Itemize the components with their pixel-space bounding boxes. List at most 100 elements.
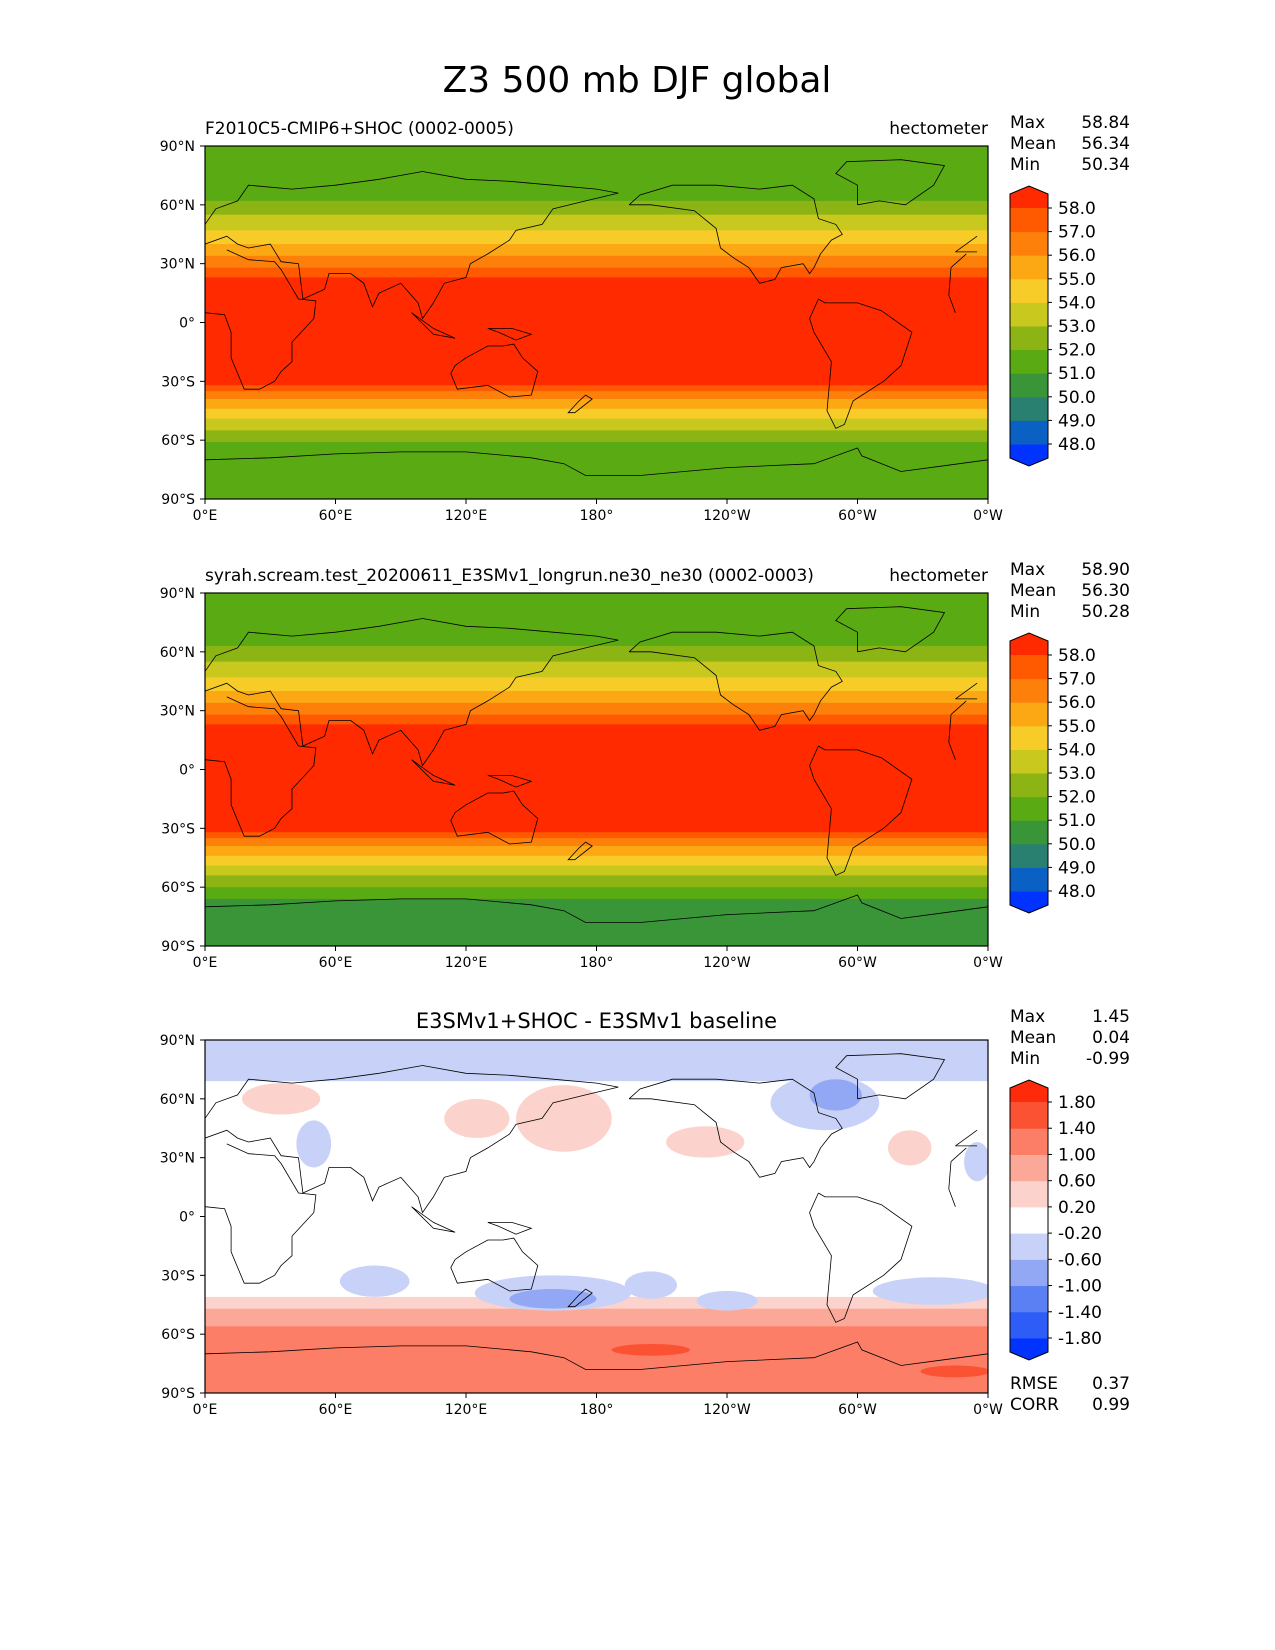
field-band <box>205 314 988 318</box>
y-tick-label: 90°S <box>161 1386 195 1402</box>
field-band <box>205 598 988 602</box>
y-tick-label: 90°S <box>161 492 195 508</box>
field-band <box>205 885 988 888</box>
field-band <box>205 1216 988 1220</box>
field-band <box>205 320 988 324</box>
field-band <box>205 171 988 175</box>
field-band <box>205 183 988 186</box>
field-blob <box>241 1083 321 1115</box>
coastline <box>205 696 967 837</box>
field-band <box>205 759 988 763</box>
field-band <box>205 240 988 243</box>
field-band <box>205 596 988 600</box>
field-band <box>205 193 988 196</box>
field-band <box>205 910 988 914</box>
field-band <box>205 865 988 869</box>
field-band <box>205 1345 988 1349</box>
colorbar-tick-label: -1.40 <box>1058 1303 1102 1323</box>
field-band <box>205 265 988 269</box>
field-band <box>205 930 988 933</box>
field-band <box>205 618 988 622</box>
field-band <box>205 1381 988 1384</box>
field-band <box>205 232 988 235</box>
field-band <box>205 324 988 328</box>
colorbar: -1.80 -1.40 -1.00 -0.60 -0.20 0.20 0.60 1.00 1.4… <box>1009 1079 1102 1361</box>
field-band <box>205 448 988 451</box>
colorbar-extend-max <box>1010 1080 1048 1102</box>
field-band <box>205 1391 988 1393</box>
field-band <box>205 1343 988 1347</box>
x-tick-label: 180° <box>580 955 614 971</box>
field-band <box>205 216 988 220</box>
field-band <box>205 1063 988 1067</box>
field-band <box>205 610 988 614</box>
field-band <box>205 649 988 653</box>
field-band <box>205 642 988 645</box>
field-band <box>205 902 988 906</box>
field-band <box>205 775 988 778</box>
field-band <box>205 202 988 206</box>
field-band <box>205 710 988 714</box>
colorbar-segment <box>1010 820 1048 845</box>
field-band <box>205 849 988 853</box>
field-band <box>205 191 988 194</box>
colorbar-tick-label: 54.0 <box>1058 293 1096 313</box>
field-band <box>205 253 988 257</box>
field-band <box>205 1387 988 1390</box>
field-band <box>205 718 988 722</box>
coastline <box>411 759 456 786</box>
field-band <box>205 489 988 492</box>
colorbar-tick-label: 56.0 <box>1058 246 1096 266</box>
field-band <box>205 628 988 631</box>
field-band <box>205 763 988 767</box>
field-band <box>205 177 988 180</box>
x-tick-label: 60°E <box>319 955 353 971</box>
units-label: hectometer <box>889 119 988 139</box>
colorbar-segment <box>1010 867 1048 892</box>
field-band <box>205 359 988 363</box>
field-band <box>205 1065 988 1069</box>
coastline <box>205 1143 967 1284</box>
field-band <box>205 453 988 457</box>
coastline <box>411 312 456 339</box>
colorbar-tick-label: 1.80 <box>1058 1093 1096 1113</box>
field-band <box>205 681 988 684</box>
colorbar-tick-label: 58.0 <box>1058 199 1096 219</box>
y-tick-label: 60°S <box>161 880 195 896</box>
field-band <box>205 230 988 233</box>
field-band <box>205 734 988 737</box>
figure-title: Z3 500 mb DJF global <box>443 60 832 101</box>
coastline <box>809 1192 913 1323</box>
field-band <box>205 912 988 916</box>
field-band <box>205 1089 988 1092</box>
field-band <box>205 773 988 776</box>
field-band <box>205 426 988 429</box>
colorbar-outline <box>1009 1079 1049 1361</box>
field-band <box>205 667 988 671</box>
colorbar-segment <box>1010 373 1048 398</box>
field-band <box>205 1194 988 1198</box>
field-band <box>205 1171 988 1174</box>
field-band <box>205 214 988 218</box>
field-blob <box>444 1098 510 1139</box>
x-tick-label: 120°W <box>703 955 751 971</box>
x-tick-label: 60°W <box>838 1402 877 1418</box>
field-band <box>205 1240 988 1243</box>
field-band <box>205 479 988 482</box>
field-blob <box>339 1265 410 1297</box>
field-band <box>205 879 988 882</box>
panel-title: E3SMv1+SHOC - E3SMv1 baseline <box>416 1009 777 1033</box>
field-band <box>205 1202 988 1206</box>
field-band <box>205 1361 988 1365</box>
field-band <box>205 645 988 649</box>
colorbar-tick-label: 51.0 <box>1058 364 1096 384</box>
stat-label: Min <box>1010 155 1040 175</box>
field-band <box>205 493 988 496</box>
field-band <box>205 491 988 494</box>
colorbar-tick-label: 50.0 <box>1058 388 1096 408</box>
field-band <box>205 1145 988 1149</box>
field-band <box>205 218 988 222</box>
field-band <box>205 818 988 822</box>
field-band <box>205 1238 988 1241</box>
units-label: hectometer <box>889 566 988 586</box>
